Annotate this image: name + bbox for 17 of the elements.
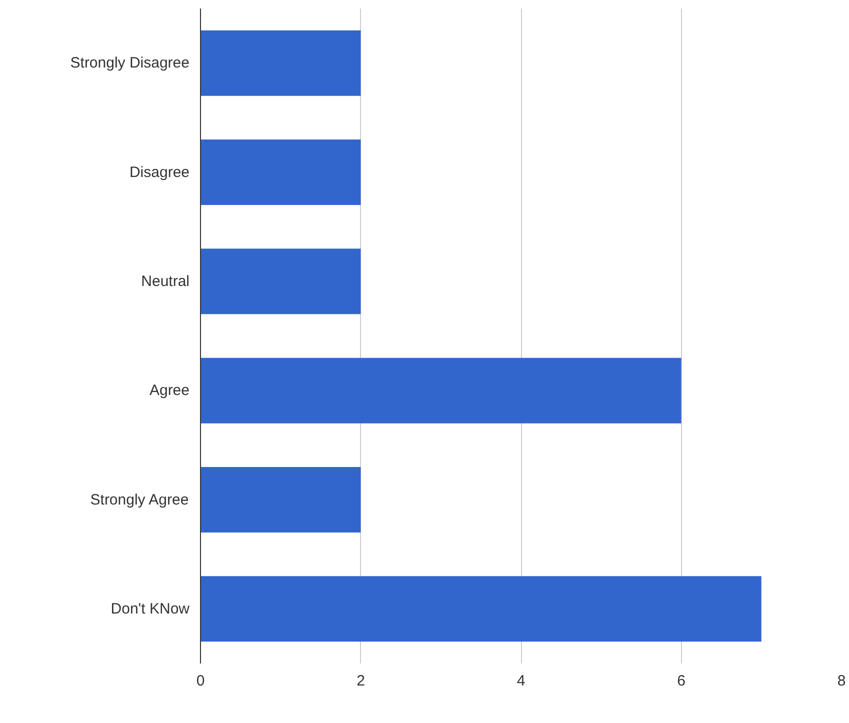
- x-tick-label: 4: [516, 672, 526, 690]
- bar: [200, 358, 682, 424]
- bar: [200, 30, 361, 96]
- x-tick-label: 8: [837, 672, 846, 690]
- bar: [200, 576, 762, 642]
- y-tick-label: Neutral: [141, 272, 190, 290]
- bar: [200, 140, 361, 205]
- x-tick-label: 6: [677, 672, 686, 690]
- x-tick-label: 2: [356, 672, 365, 690]
- y-tick-label: Don't KNow: [110, 600, 190, 618]
- x-tick-label: 0: [196, 672, 205, 690]
- y-tick-label: Strongly Agree: [90, 491, 189, 508]
- y-tick-label: Disagree: [129, 164, 190, 181]
- bar: [200, 467, 361, 532]
- y-tick-label: Agree: [149, 382, 190, 400]
- bar: [200, 248, 361, 314]
- y-tick-label: Strongly Disagree: [70, 54, 190, 72]
